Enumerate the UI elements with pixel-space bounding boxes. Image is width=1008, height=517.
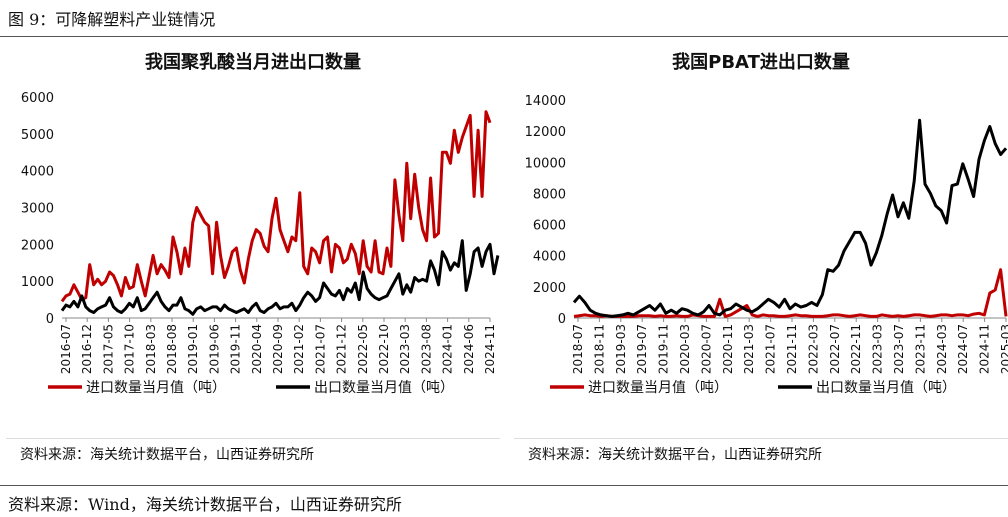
pla-x-tick-label: 2021-02: [292, 324, 306, 374]
figure-source: 资料来源：Wind，海关统计数据平台，山西证券研究所: [8, 495, 402, 514]
pbat-x-tick-label: 2024-11: [978, 324, 992, 374]
pla-chart-source: 资料来源：海关统计数据平台，山西证券研究所: [20, 447, 314, 463]
pbat-x-tick-label: 2021-07: [764, 324, 778, 374]
pbat-y-tick-label: 0: [558, 312, 566, 327]
pbat-y-tick-label: 12000: [525, 125, 566, 140]
pla-x-tick-label: 2020-04: [250, 324, 264, 374]
pla-x-tick-label: 2022-10: [377, 324, 391, 374]
pbat-x-tick-label: 2023-11: [913, 324, 927, 374]
pla-x-tick-label: 2016-12: [80, 324, 94, 374]
pbat-x-tick-label: 2020-11: [721, 324, 735, 374]
pla-y-tick-label: 4000: [21, 165, 54, 180]
pla-chart-svg: 0 1000 2000 3000 4000 5000 6000 2016-07 2016-12 2…: [21, 91, 500, 396]
figure-title: 图 9：可降解塑料产业链情况: [8, 10, 216, 29]
pla-x-tick-label: 2018-03: [144, 324, 158, 374]
pla-y-tick-label: 0: [46, 312, 54, 327]
pla-x-tick-label: 2019-11: [229, 324, 243, 374]
pbat-y-tick-label: 8000: [533, 187, 566, 202]
pbat-x-tick-label: 2023-03: [871, 324, 885, 374]
pbat-x-tick-label: 2019-11: [657, 324, 671, 374]
pbat-y-tick-label: 10000: [525, 156, 566, 171]
pbat-x-tick-label: 2020-03: [678, 324, 692, 374]
bottom-divider: [0, 485, 1008, 486]
pbat-x-tick-label: 2022-07: [828, 324, 842, 374]
top-divider: [0, 36, 1008, 37]
pla-x-tick-label: 2021-07: [313, 324, 327, 374]
pbat-x-tick-label: 2019-07: [635, 324, 649, 374]
pbat-x-tick-label: 2021-11: [785, 324, 799, 374]
pla-legend-label: 进口数量当月值（吨）: [86, 380, 226, 396]
pla-x-tick-label: 2017-05: [101, 324, 115, 374]
pbat-source-divider: [514, 438, 1008, 439]
pbat-y-tick-label: 2000: [533, 281, 566, 296]
pla-x-tick-label: 2023-08: [419, 324, 433, 374]
pbat-x-tick-label: 2024-07: [956, 324, 970, 374]
pla-x-tick-label: 2024-06: [462, 324, 476, 374]
pbat-chart-title: 我国PBAT进出口数量: [672, 52, 850, 73]
pla-chart-title: 我国聚乳酸当月进出口数量: [145, 52, 361, 73]
pbat-x-tick-label: 2021-03: [742, 324, 756, 374]
pla-x-tick-label: 2019-06: [207, 324, 221, 374]
pbat-legend-label: 出口数量当月值（吨）: [816, 380, 956, 396]
pbat-x-tick-label: 2022-03: [806, 324, 820, 374]
pbat-x-tick-label: 2020-07: [699, 324, 713, 374]
pla-export-series-line: [60, 239, 500, 316]
pbat-y-tick-label: 6000: [533, 219, 566, 234]
pbat-chart-source: 资料来源：海关统计数据平台，山西证券研究所: [528, 447, 822, 463]
pla-y-tick-label: 3000: [21, 202, 54, 217]
pla-legend-label: 出口数量当月值（吨）: [314, 380, 454, 396]
pla-y-tick-label: 1000: [21, 275, 54, 290]
pla-x-tick-label: 2024-01: [441, 324, 455, 374]
pbat-x-tick-label: 2024-03: [935, 324, 949, 374]
pbat-y-tick-label: 4000: [533, 250, 566, 265]
pbat-x-tick-label: 2018-11: [592, 324, 606, 374]
pla-y-tick-label: 6000: [21, 91, 54, 106]
pbat-legend-label: 进口数量当月值（吨）: [588, 380, 728, 396]
pbat-x-tick-label: 2019-03: [614, 324, 628, 374]
pla-source-divider: [6, 438, 500, 439]
pbat-x-tick-label: 2018-07: [571, 324, 585, 374]
pbat-import-series-line: [573, 268, 1008, 318]
pla-x-tick-label: 2016-07: [59, 324, 73, 374]
pbat-y-tick-label: 14000: [525, 94, 566, 109]
pla-y-tick-label: 2000: [21, 238, 54, 253]
pbat-x-tick-label: 2023-07: [892, 324, 906, 374]
pbat-export-series-line: [572, 118, 1008, 318]
pla-import-series-line: [60, 110, 492, 303]
pla-x-tick-label: 2021-12: [335, 324, 349, 374]
pla-x-tick-label: 2018-08: [165, 324, 179, 374]
pla-x-tick-label: 2019-01: [186, 324, 200, 374]
pla-chart-panel: 0 1000 2000 3000 4000 5000 6000 2016-07 2016-12 2…: [6, 42, 500, 476]
pbat-x-tick-label: 2022-11: [849, 324, 863, 374]
pla-x-tick-label: 2023-03: [398, 324, 412, 374]
pla-x-tick-label: 2020-09: [271, 324, 285, 374]
pla-x-tick-label: 2017-10: [123, 324, 137, 374]
pla-x-tick-label: 2024-11: [483, 324, 497, 374]
pbat-x-tick-label: 2025-03: [999, 324, 1008, 374]
pla-x-tick-label: 2022-05: [356, 324, 370, 374]
pla-y-tick-label: 5000: [21, 128, 54, 143]
pbat-chart-svg: 0 2000 4000 6000 8000 10000 12000 14000 2018-07 2…: [525, 94, 1008, 396]
pbat-chart-panel: 0 2000 4000 6000 8000 10000 12000 14000 2018-07 2…: [514, 42, 1008, 476]
